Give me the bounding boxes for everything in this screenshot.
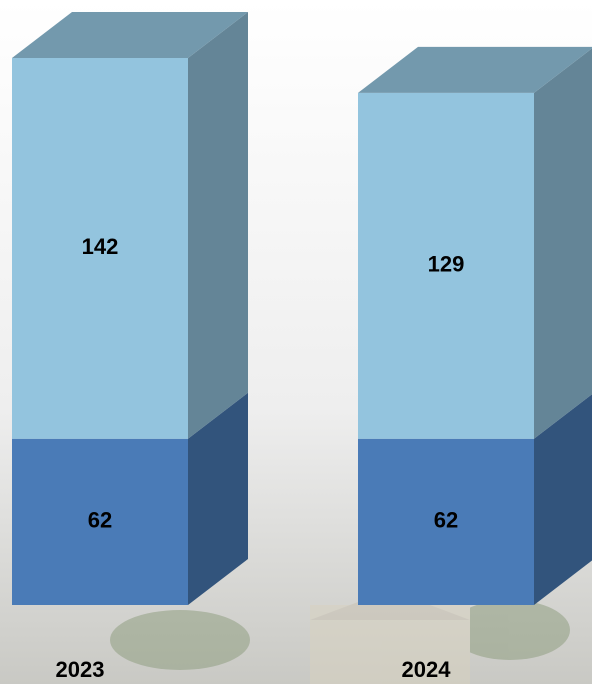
value-label: 62 [88, 508, 112, 533]
bar-side [534, 48, 592, 439]
x-tick-label: 2023 [56, 657, 105, 682]
value-label: 62 [434, 508, 458, 533]
bar [358, 92, 534, 439]
value-label: 129 [428, 252, 465, 277]
bar [12, 438, 188, 605]
bar-top [358, 46, 592, 93]
background-scenery [110, 590, 570, 684]
value-label: 142 [82, 234, 119, 259]
bar-side [534, 394, 592, 605]
bar [12, 58, 188, 439]
bar [358, 438, 534, 605]
bar-top [12, 12, 248, 58]
x-tick-label: 2024 [402, 657, 452, 682]
bar-side [188, 12, 248, 439]
bar-side [188, 392, 248, 605]
